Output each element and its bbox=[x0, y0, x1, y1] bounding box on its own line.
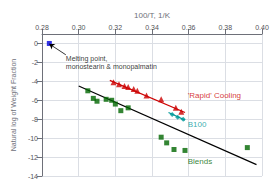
svg-text:Blends: Blends bbox=[188, 157, 212, 166]
svg-text:0.36: 0.36 bbox=[182, 24, 196, 31]
svg-text:0: 0 bbox=[34, 40, 38, 47]
svg-text:0.32: 0.32 bbox=[109, 24, 123, 31]
svg-text:-6: -6 bbox=[32, 97, 38, 104]
svg-text:0.34: 0.34 bbox=[145, 24, 159, 31]
svg-text:'Rapid' Cooling: 'Rapid' Cooling bbox=[188, 91, 241, 100]
svg-text:0.38: 0.38 bbox=[219, 24, 233, 31]
svg-text:0.40: 0.40 bbox=[255, 24, 269, 31]
svg-text:Natural log of Weight Fraction: Natural log of Weight Fraction bbox=[10, 59, 18, 152]
svg-text:-14: -14 bbox=[28, 173, 38, 180]
svg-text:0.28: 0.28 bbox=[35, 24, 49, 31]
svg-text:-10: -10 bbox=[28, 135, 38, 142]
svg-text:B100: B100 bbox=[188, 120, 207, 129]
svg-text:-4: -4 bbox=[32, 78, 38, 85]
svg-text:-8: -8 bbox=[32, 116, 38, 123]
svg-text:Melting point,: Melting point, bbox=[66, 55, 108, 63]
svg-text:0.30: 0.30 bbox=[72, 24, 86, 31]
svg-text:-2: -2 bbox=[32, 59, 38, 66]
svg-text:100/T, 1/K: 100/T, 1/K bbox=[134, 11, 171, 20]
svg-text:-12: -12 bbox=[28, 154, 38, 161]
svg-text:monostearin & monopalmatin: monostearin & monopalmatin bbox=[66, 63, 157, 71]
